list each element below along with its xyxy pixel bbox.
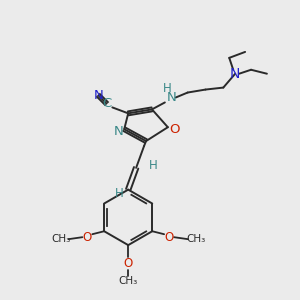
Text: H: H bbox=[163, 82, 171, 95]
Text: N: N bbox=[94, 89, 103, 102]
Text: H: H bbox=[115, 187, 124, 200]
Text: O: O bbox=[83, 231, 92, 244]
Text: O: O bbox=[124, 257, 133, 270]
Text: C: C bbox=[102, 97, 111, 110]
Text: N: N bbox=[230, 67, 240, 81]
Text: CH₃: CH₃ bbox=[186, 234, 206, 244]
Text: O: O bbox=[169, 123, 180, 136]
Text: H: H bbox=[148, 159, 157, 172]
Text: CH₃: CH₃ bbox=[51, 234, 70, 244]
Text: N: N bbox=[167, 91, 177, 104]
Text: CH₃: CH₃ bbox=[118, 276, 138, 286]
Text: O: O bbox=[164, 231, 174, 244]
Text: N: N bbox=[113, 125, 123, 138]
